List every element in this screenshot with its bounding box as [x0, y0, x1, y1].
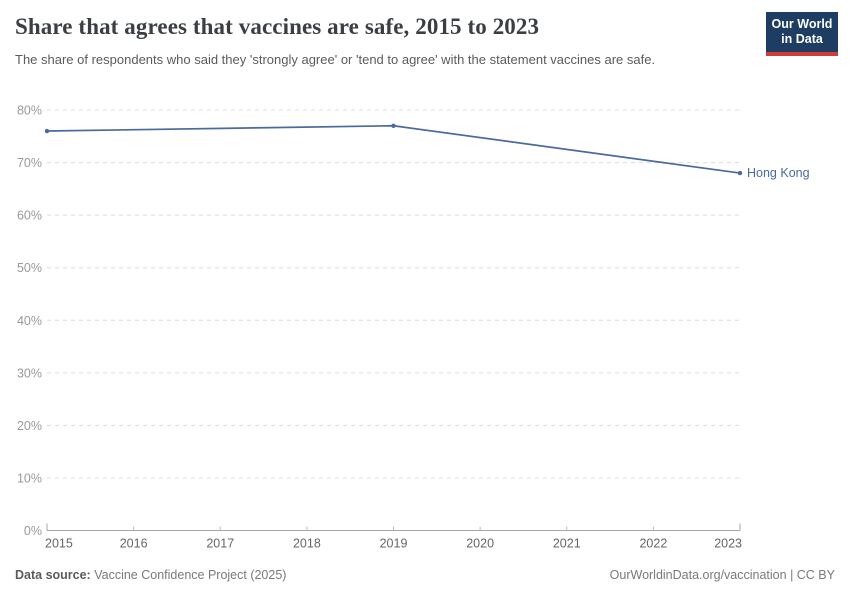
- owid-logo-line1: Our World: [771, 17, 833, 31]
- y-axis-tick-label: 80%: [17, 104, 42, 118]
- y-axis-tick-label: 30%: [17, 366, 42, 380]
- y-axis-tick-label: 0%: [24, 524, 42, 538]
- x-axis-tick-label: 2017: [206, 537, 234, 551]
- x-axis-tick-label: 2019: [380, 537, 408, 551]
- data-source-label: Data source:: [15, 568, 91, 582]
- y-axis-tick-label: 40%: [17, 314, 42, 328]
- x-axis-tick-label: 2022: [639, 537, 667, 551]
- page-title: Share that agrees that vaccines are safe…: [15, 14, 540, 39]
- data-source: Data source: Vaccine Confidence Project …: [15, 568, 286, 582]
- x-axis-tick-label: 2023: [714, 537, 742, 551]
- attribution-link[interactable]: OurWorldinData.org/vaccination | CC BY: [609, 568, 835, 582]
- x-axis-tick-label: 2020: [466, 537, 494, 551]
- x-axis-tick-label: 2018: [293, 537, 321, 551]
- owid-logo-line2: in Data: [781, 32, 823, 47]
- data-point: [44, 128, 50, 134]
- owid-logo: Our World in Data: [766, 12, 838, 56]
- y-axis-tick-label: 50%: [17, 261, 42, 275]
- x-axis-tick-label: 2015: [45, 537, 73, 551]
- data-point: [391, 123, 396, 128]
- x-axis-tick-label: 2021: [553, 537, 581, 551]
- y-axis-tick-label: 20%: [17, 419, 42, 433]
- data-line-hong-kong: [46, 124, 741, 174]
- y-axis-tick-label: 70%: [17, 156, 42, 170]
- chart-footer: Data source: Vaccine Confidence Project …: [15, 568, 835, 582]
- entity-label-hong-kong[interactable]: Hong Kong: [747, 166, 810, 180]
- chart-subtitle: The share of respondents who said they '…: [15, 52, 656, 67]
- y-axis-tick-label: 10%: [17, 471, 42, 485]
- data-source-value: Vaccine Confidence Project (2025): [94, 568, 287, 582]
- x-axis-tick-label: 2016: [120, 537, 148, 551]
- data-point: [737, 170, 743, 176]
- y-axis-tick-label: 60%: [17, 209, 42, 223]
